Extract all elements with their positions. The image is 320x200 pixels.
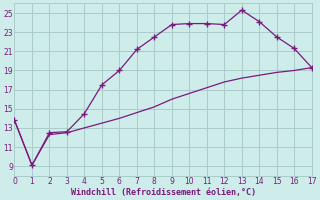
X-axis label: Windchill (Refroidissement éolien,°C): Windchill (Refroidissement éolien,°C) [71,188,256,197]
